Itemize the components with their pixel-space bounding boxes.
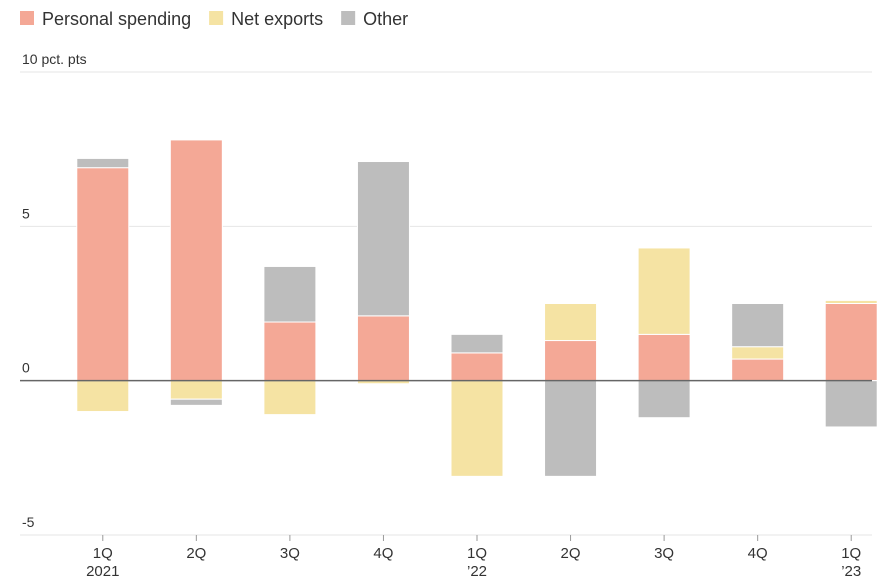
- bar-segment: [169, 380, 223, 400]
- bar-segment: [731, 358, 785, 382]
- x-tick-label: 1Q: [841, 545, 861, 562]
- bar-segment: [731, 303, 785, 348]
- bar-segment: [450, 333, 504, 354]
- x-tick-label: 2Q: [561, 545, 581, 562]
- x-tick-label: 4Q: [373, 545, 393, 562]
- x-tick-label: ’23: [841, 563, 861, 580]
- y-tick-label: -5: [22, 514, 35, 530]
- x-tick-label: 2Q: [186, 545, 206, 562]
- bar-segment: [824, 380, 878, 428]
- bar-segment: [263, 321, 317, 382]
- legend-label: Other: [363, 9, 408, 29]
- bar-segment: [450, 380, 504, 477]
- legend-label: Personal spending: [42, 9, 191, 29]
- bar-segment: [824, 303, 878, 382]
- bar-segment: [637, 247, 691, 335]
- y-tick-label: 5: [22, 205, 30, 221]
- y-tick-label: 10 pct. pts: [22, 51, 87, 67]
- bar-segment: [356, 161, 410, 317]
- legend-swatch: [341, 11, 356, 25]
- bar-segment: [731, 346, 785, 360]
- bar-segment: [76, 157, 130, 169]
- bar-segment: [356, 315, 410, 382]
- bar-segment: [76, 167, 130, 382]
- x-tick-label: 1Q: [93, 545, 113, 562]
- legend-swatch: [20, 11, 34, 25]
- bar-segment: [544, 380, 598, 477]
- bar-segment: [637, 380, 691, 419]
- bar-segment: [169, 398, 223, 406]
- legend-swatch: [209, 11, 224, 25]
- x-tick-label: ’22: [467, 563, 487, 580]
- x-tick-label: 1Q: [467, 545, 487, 562]
- bar-segment: [824, 299, 878, 304]
- x-tick-label: 2021: [86, 563, 119, 580]
- bar-segment: [263, 265, 317, 323]
- x-tick-label: 3Q: [280, 545, 300, 562]
- x-tick-label: 3Q: [654, 545, 674, 562]
- y-tick-label: 0: [22, 360, 30, 376]
- bar-segment: [169, 139, 223, 382]
- bar-segment: [450, 352, 504, 382]
- bar-segment: [263, 380, 317, 416]
- bar-segment: [544, 340, 598, 382]
- bar-segment: [637, 333, 691, 382]
- bar-segment: [544, 303, 598, 342]
- bar-segment: [76, 380, 130, 413]
- x-tick-label: 4Q: [748, 545, 768, 562]
- legend-label: Net exports: [231, 9, 323, 29]
